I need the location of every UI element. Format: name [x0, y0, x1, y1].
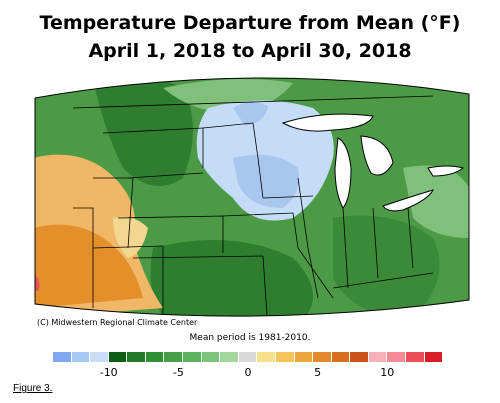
- map-outline: [34, 77, 470, 317]
- legend-swatch: [108, 352, 128, 362]
- warmer-region-west: [35, 224, 143, 308]
- hot-spot: [35, 273, 40, 292]
- legend-swatch: [294, 352, 314, 362]
- legend-swatch: [220, 352, 239, 362]
- legend-swatch: [145, 352, 165, 362]
- lake-ontario: [427, 165, 465, 177]
- colder-region: [233, 154, 299, 208]
- border-iowa: [222, 212, 299, 249]
- border-oklahoma: [262, 255, 269, 317]
- border-canada: [72, 95, 434, 109]
- border-wisconsin: [262, 195, 314, 199]
- credit-text: (C) Midwestern Regional Climate Center: [37, 318, 198, 327]
- green-dark-east: [333, 215, 440, 317]
- border-colorado: [92, 245, 164, 249]
- warm-transition: [113, 216, 148, 258]
- legend-swatch: [53, 352, 72, 362]
- green-light-east: [403, 165, 469, 238]
- border-ohio-east: [407, 207, 414, 269]
- legend-swatch: [405, 352, 425, 362]
- green-dark-west: [93, 77, 193, 186]
- legend-swatch: [424, 352, 444, 362]
- border-illinois: [297, 177, 319, 299]
- legend-swatch: [368, 352, 388, 362]
- border-kansas: [132, 255, 264, 259]
- green-dark-south: [150, 240, 313, 317]
- legend-swatch: [71, 352, 91, 362]
- border-minnesota: [202, 122, 264, 199]
- legend-swatch: [238, 352, 258, 362]
- lake-huron: [360, 135, 394, 176]
- legend-color-bar: [53, 352, 444, 362]
- temperature-departure-map: [34, 77, 470, 317]
- border-utah: [73, 207, 94, 308]
- lake-superior: [281, 113, 374, 132]
- legend-tick-label: -10: [99, 366, 118, 379]
- legend-tick-label: 0: [244, 366, 252, 379]
- legend-swatch: [201, 352, 221, 362]
- lake-erie: [382, 189, 434, 212]
- lake-michigan: [334, 137, 352, 209]
- legend-swatch: [127, 352, 146, 362]
- cold-region-north: [233, 102, 268, 126]
- map-title: Temperature Departure from Mean (°F): [39, 12, 461, 34]
- legend-swatch: [313, 352, 332, 362]
- mean-period-note: Mean period is 1981-2010.: [189, 333, 311, 343]
- legend-tick-label: 5: [314, 366, 322, 379]
- legend-swatch: [183, 352, 202, 362]
- border-dakotas: [127, 172, 204, 179]
- border-indiana: [342, 207, 349, 289]
- legend-swatch: [387, 352, 406, 362]
- border-wyoming: [93, 177, 134, 249]
- legend-swatch: [275, 352, 295, 362]
- legend-tick-label: 10: [380, 366, 395, 379]
- legend-swatch: [350, 352, 369, 362]
- figure-label: Figure 3.: [13, 383, 53, 394]
- border-kentucky: [332, 272, 434, 289]
- border-missouri: [297, 247, 334, 299]
- legend-swatch: [331, 352, 351, 362]
- legend-tick-label: -5: [172, 366, 184, 379]
- border-ohio: [372, 207, 379, 279]
- map-date-range: April 1, 2018 to April 30, 2018: [88, 40, 412, 62]
- legend-swatch: [164, 352, 184, 362]
- legend-swatch: [257, 352, 276, 362]
- legend-swatch: [90, 352, 109, 362]
